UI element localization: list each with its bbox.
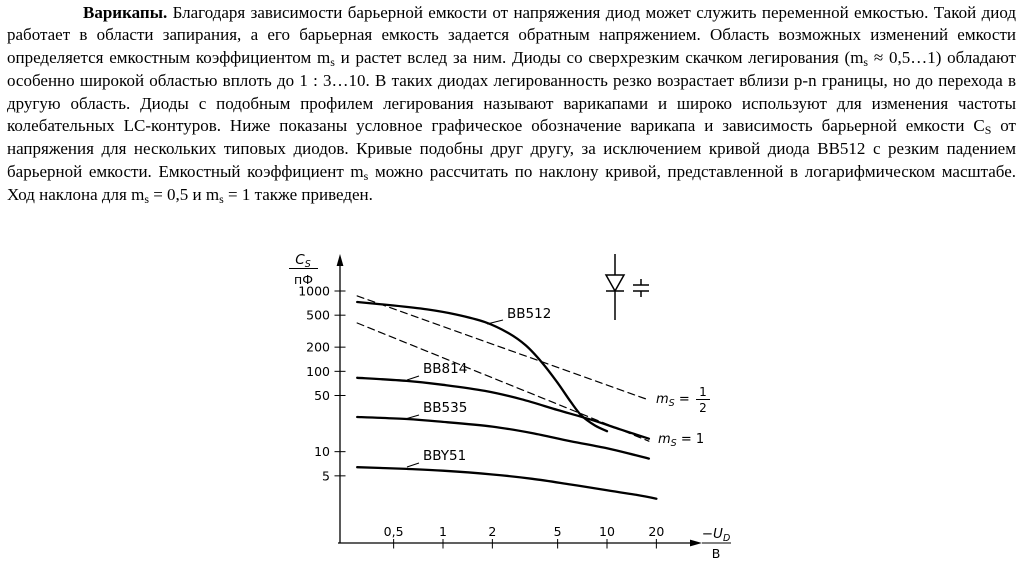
curve-label-bby51: BBY51 <box>423 448 466 464</box>
y-tick-label: 100 <box>306 364 330 379</box>
x-tick-label: 2 <box>488 524 496 539</box>
text-segment: Благодаря зависимости барьерной емкости … <box>7 3 1016 67</box>
curve-leader-bb512 <box>486 319 504 325</box>
y-tick-label: 1000 <box>298 284 330 299</box>
x-tick-label: 5 <box>554 524 562 539</box>
varicap-symbol-icon <box>604 254 649 320</box>
x-tick-label: 20 <box>648 524 664 539</box>
text-segment: и растет вслед за ним. Диоды со сверхрез… <box>334 47 864 67</box>
text-segment: Варикапы. <box>83 3 168 22</box>
x-tick-label: 0,5 <box>384 524 404 539</box>
curve-bb814 <box>356 376 651 440</box>
slope-fraction-numerator: 1 <box>699 385 707 399</box>
body-paragraph: Варикапы. Благодаря зависимости барьерно… <box>7 2 1016 208</box>
curve-ms-one <box>356 322 650 442</box>
curve-label-bb814: BB814 <box>423 361 467 377</box>
y-tick-label: 500 <box>306 308 330 323</box>
curve-label-bb512: BB512 <box>507 306 551 322</box>
x-tick-label: 10 <box>599 524 615 539</box>
curve-leader-bby51 <box>406 462 420 468</box>
curve-bb535 <box>356 415 651 460</box>
curve-ms-half <box>356 295 650 401</box>
y-axis-arrow <box>336 254 344 266</box>
curve-bb512 <box>356 300 609 433</box>
y-axis-unit-denominator: пФ <box>294 272 313 287</box>
x-axis-unit-denominator: В <box>712 546 721 561</box>
text-segment: = 0,5 и m <box>148 185 220 205</box>
y-tick-label: 200 <box>306 340 330 355</box>
text-segment: s <box>219 192 224 207</box>
curve-leader-bb814 <box>406 375 420 381</box>
x-axis-arrow <box>690 539 702 547</box>
y-axis-unit-label: CS <box>295 252 310 270</box>
text-segment: S <box>984 123 992 138</box>
curve-bby51 <box>356 466 658 500</box>
slope-label-1: mS = <box>656 392 690 409</box>
y-tick-label: 50 <box>314 388 330 403</box>
slope-fraction-denominator: 2 <box>699 401 707 415</box>
figure-chart: 1000 500 200 100 50 10 5 0,5 1 2 5 10 20 CS пФ −UD В BB51… <box>0 240 1024 574</box>
text-segment: s <box>363 168 369 183</box>
curve-leader-bb535 <box>406 414 420 420</box>
x-axis-unit-label: −UD <box>702 526 731 544</box>
text-segment: от напряжения для нескольких типовых дио… <box>7 116 1016 181</box>
text-segment: = 1 также приведен. <box>223 185 373 205</box>
text-segment: можно рассчитать по наклону кривой, пред… <box>7 161 1016 205</box>
x-tick-label: 1 <box>439 524 447 539</box>
text-segment: s <box>144 192 149 207</box>
y-tick-label: 5 <box>322 468 330 483</box>
y-tick-label: 10 <box>314 444 330 459</box>
text-segment: ≈ 0,5…1) обладают особенно широкой облас… <box>7 47 1016 136</box>
curve-label-bb535: BB535 <box>423 400 467 416</box>
slope-label-2: mS = 1 <box>658 432 704 449</box>
chart-svg: 1000 500 200 100 50 10 5 0,5 1 2 5 10 20 CS пФ −UD В BB51… <box>289 252 731 561</box>
text-segment: s <box>330 54 335 69</box>
text-segment: s <box>863 54 869 69</box>
